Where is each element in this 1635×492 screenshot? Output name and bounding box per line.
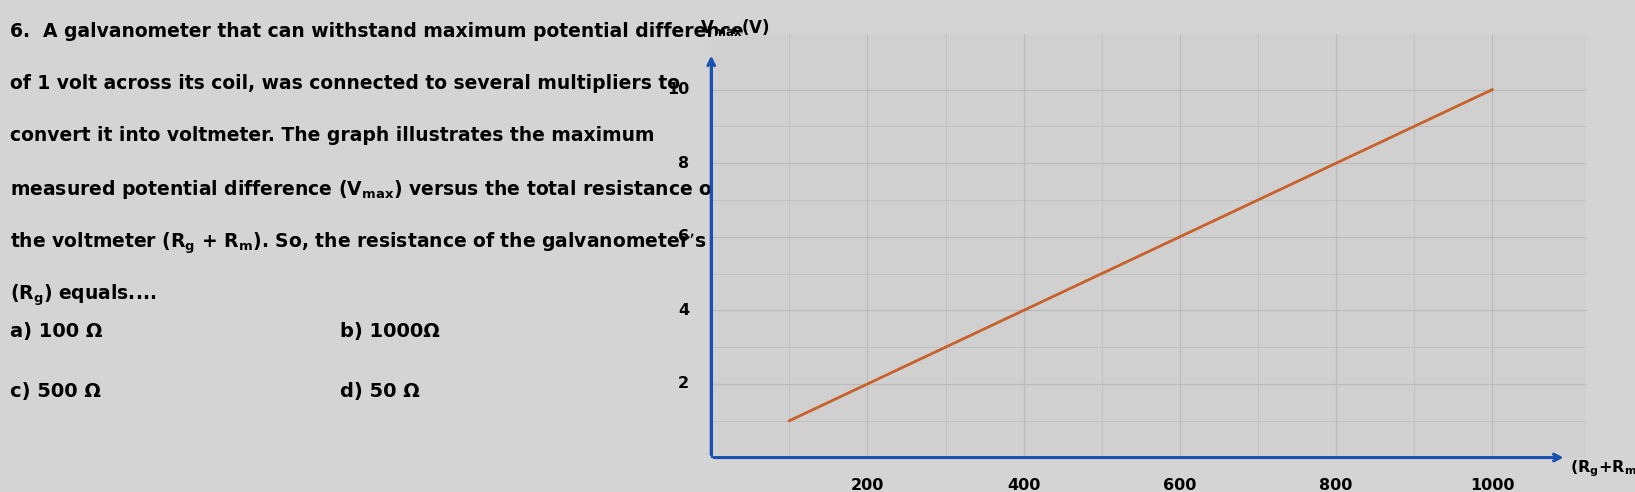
Text: 2: 2 bbox=[679, 376, 690, 392]
Text: 800: 800 bbox=[1319, 478, 1352, 492]
Text: 400: 400 bbox=[1007, 478, 1040, 492]
Text: 1000: 1000 bbox=[1470, 478, 1514, 492]
Text: 600: 600 bbox=[1162, 478, 1197, 492]
Text: 10: 10 bbox=[667, 82, 690, 97]
Text: of 1 volt across its coil, was connected to several multipliers to: of 1 volt across its coil, was connected… bbox=[10, 74, 680, 93]
Text: (R$_{\mathregular{g}}$) equals....: (R$_{\mathregular{g}}$) equals.... bbox=[10, 282, 157, 308]
Text: 6.  A galvanometer that can withstand maximum potential difference: 6. A galvanometer that can withstand max… bbox=[10, 22, 744, 41]
Text: 8: 8 bbox=[679, 155, 690, 171]
Text: 6: 6 bbox=[679, 229, 690, 245]
Text: d) 50 Ω: d) 50 Ω bbox=[340, 382, 420, 401]
Text: 200: 200 bbox=[850, 478, 885, 492]
Text: V$_{\mathregular{max}}$(V): V$_{\mathregular{max}}$(V) bbox=[700, 17, 770, 38]
Text: (R$_{\mathregular{g}}$+R$_{\mathregular{m}}$)(Ω): (R$_{\mathregular{g}}$+R$_{\mathregular{… bbox=[1570, 458, 1635, 479]
Text: convert it into voltmeter. The graph illustrates the maximum: convert it into voltmeter. The graph ill… bbox=[10, 126, 654, 145]
Text: b) 1000Ω: b) 1000Ω bbox=[340, 322, 440, 341]
Text: a) 100 Ω: a) 100 Ω bbox=[10, 322, 103, 341]
Text: c) 500 Ω: c) 500 Ω bbox=[10, 382, 101, 401]
Text: the voltmeter (R$_{\mathregular{g}}$ + R$_{\mathregular{m}}$). So, the resistanc: the voltmeter (R$_{\mathregular{g}}$ + R… bbox=[10, 230, 749, 255]
Text: measured potential difference (V$_{\mathregular{max}}$) versus the total resista: measured potential difference (V$_{\math… bbox=[10, 178, 721, 201]
Text: 4: 4 bbox=[679, 303, 690, 318]
